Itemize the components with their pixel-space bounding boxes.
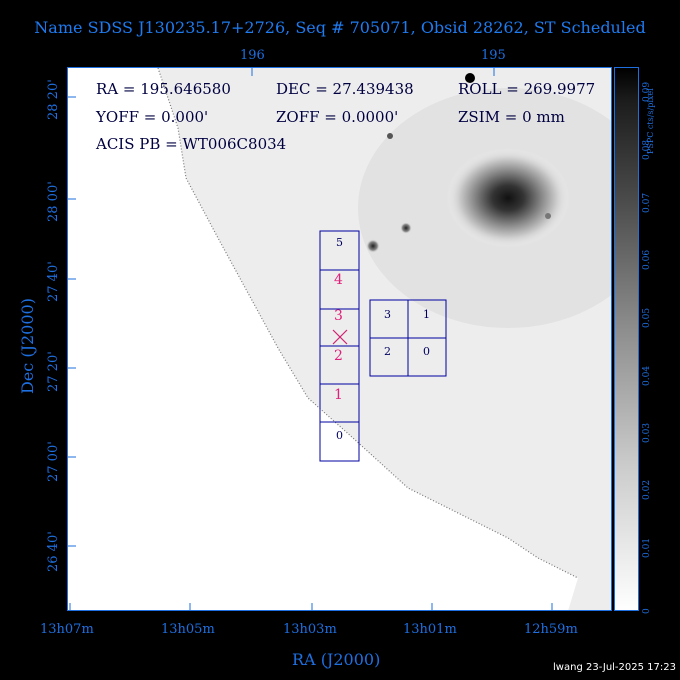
dec-value: DEC = 27.439438 [276,80,414,98]
top-tick-195: 195 [481,48,506,63]
dec-tick: 26 40' [46,531,61,572]
chip-label-s0: 0 [336,429,343,442]
axis-ticks [68,68,553,611]
zoff-value: ZOFF = 0.0000' [276,108,399,126]
colorbar [615,68,638,611]
chip-label-i3: 3 [384,308,391,321]
roll-value: ROLL = 269.9977 [458,80,596,98]
chip-label-i0: 0 [423,345,430,358]
zsim-value: ZSIM = 0 mm [458,108,565,126]
yoff-value: YOFF = 0.000' [96,108,209,126]
ra-value: RA = 195.646580 [96,80,231,98]
sky-image-svg [68,68,612,611]
colorbar-frame [614,67,639,611]
ra-tick: 13h03m [283,622,337,637]
colorbar-tick: 0.08 [642,139,652,160]
plot-frame [67,67,612,611]
point-source [387,133,393,139]
ra-tick: 13h05m [161,622,215,637]
colorbar-tick: 0 [642,608,652,614]
y-axis-label: Dec (J2000) [18,298,37,394]
top-tick-196: 196 [240,48,265,63]
chip-label-s1: 1 [334,387,343,403]
point-source [400,222,412,234]
colorbar-tick: 0.02 [642,479,652,500]
dec-tick: 28 20' [46,79,61,120]
colorbar-tick: 0.09 [642,81,652,102]
dec-tick: 27 20' [46,351,61,392]
ra-tick: 13h01m [403,622,457,637]
plot-title: Name SDSS J130235.17+2726, Seq # 705071,… [34,18,646,37]
point-source [545,213,551,219]
sky-image: RA = 195.646580 DEC = 27.439438 ROLL = 2… [68,68,612,611]
chip-label-s5: 5 [336,236,343,249]
colorbar-tick: 0.06 [642,249,652,270]
ra-tick: 13h07m [40,622,94,637]
colorbar-tick: 0.01 [642,537,652,558]
dec-tick: 27 40' [46,261,61,302]
bright-galaxy [446,148,570,248]
x-axis-label: RA (J2000) [292,650,381,669]
timestamp: lwang 23-Jul-2025 17:23 [553,662,676,673]
ra-tick: 12h59m [524,622,578,637]
chip-label-s3: 3 [334,308,343,324]
chip-label-i1: 1 [423,308,430,321]
aimpoint-marker [332,329,348,345]
point-source [366,239,380,253]
acis-i-array [369,299,447,377]
acis-pb-value: ACIS PB = WT006C8034 [96,135,287,153]
colorbar-tick: 0.07 [642,192,652,213]
chip-label-s4: 4 [334,272,343,288]
colorbar-tick: 0.03 [642,422,652,443]
chip-label-i2: 2 [384,345,391,358]
dec-tick: 28 00' [46,181,61,222]
dec-tick: 27 00' [46,441,61,482]
colorbar-tick: 0.04 [642,365,652,386]
no-coverage-region [68,68,578,611]
point-source [465,73,475,83]
chip-label-s2: 2 [334,348,343,364]
colorbar-tick: 0.05 [642,307,652,328]
acis-s-array [319,230,360,462]
